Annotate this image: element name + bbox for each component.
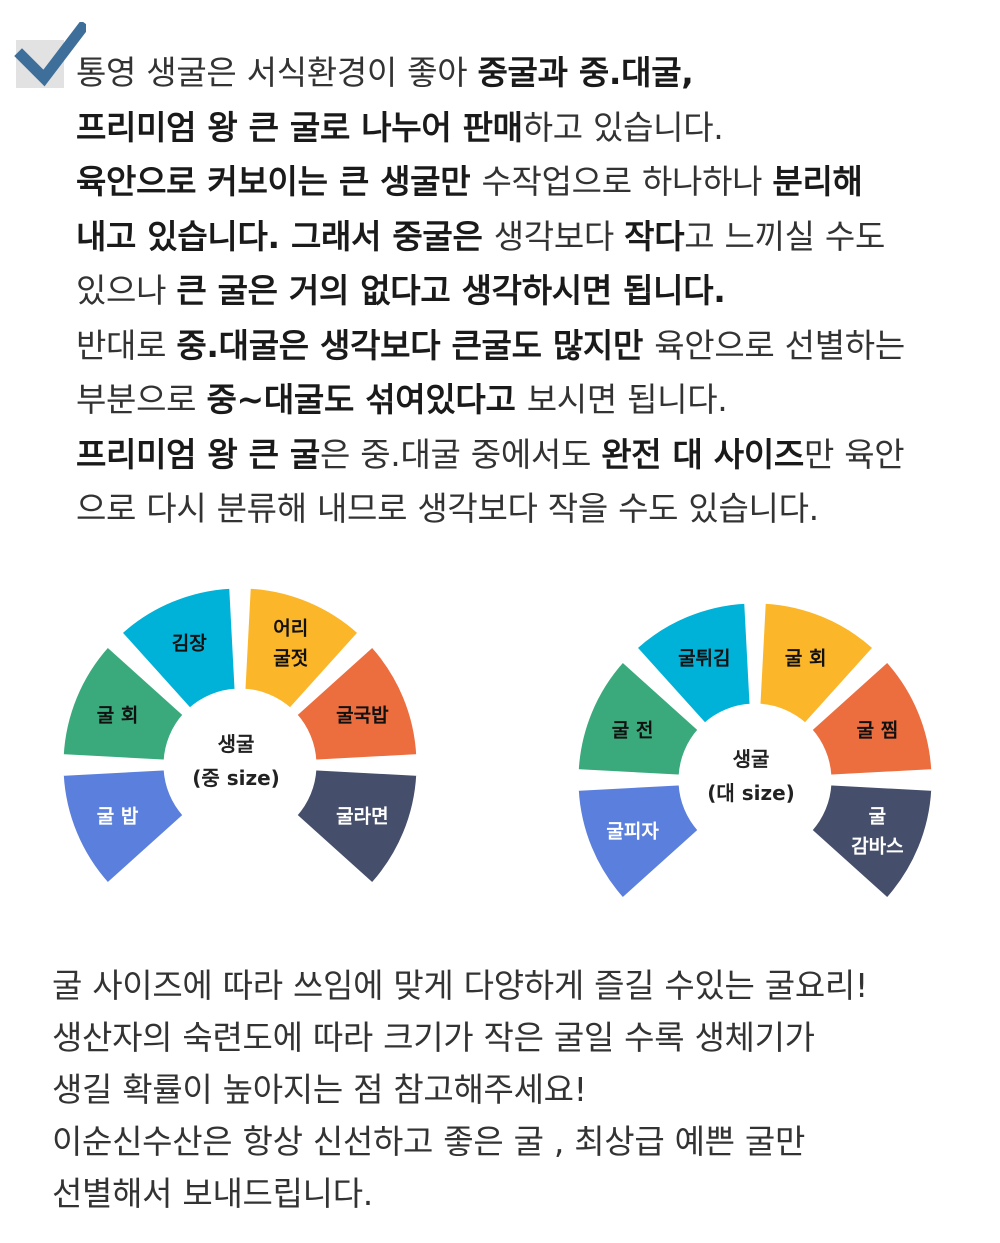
- dish-label: 굴라면: [336, 806, 388, 828]
- bold-text: 중~대굴도 섞여있다고: [206, 380, 527, 419]
- bold-text: 중.대굴은 생각보다 큰굴도 많지만: [176, 325, 655, 365]
- dish-label-line: 굴튀김: [678, 648, 730, 670]
- fan-center-label: 생굴 (중 size): [192, 732, 280, 790]
- text: 생각보다: [493, 216, 625, 256]
- dish-segment: [634, 600, 753, 726]
- dish-label-line: 굴 찜: [857, 719, 899, 741]
- text: 부분으로: [76, 380, 207, 419]
- dish-segment: [119, 585, 238, 711]
- text: 보시면 됩니다.: [526, 380, 728, 419]
- outro-line: 굴 사이즈에 따라 쓰임에 맞게 다양하게 즐길 수있는 굴요리!: [52, 966, 868, 1005]
- dish-label-line: 굴피자: [606, 821, 659, 843]
- bold-text: 프리미엄 왕 큰 굴로 나누어 판매: [76, 107, 523, 147]
- dish-label-line: 김장: [172, 633, 207, 655]
- fan-center-line: 생굴: [733, 747, 770, 771]
- dish-label-line: 굴 회: [785, 648, 827, 670]
- fan-center-line: (대 size): [707, 781, 795, 805]
- intro-line: 부분으로 중~대굴도 섞여있다고 보시면 됩니다.: [76, 373, 996, 428]
- dish-label-line: 굴 전: [612, 719, 654, 741]
- dish-label-line: 굴국밥: [336, 704, 389, 726]
- text: 육안으로 선별하는: [654, 325, 905, 365]
- outro-line: 생산자의 숙련도에 따라 크기가 작은 굴일 수록 생체기가: [52, 1018, 815, 1057]
- dish-label: 굴피자: [606, 821, 659, 843]
- dish-segment: [60, 644, 186, 763]
- dish-label-line: 굴젓: [273, 648, 308, 670]
- intro-line: 프리미엄 왕 큰 굴로 나누어 판매하고 있습니다.: [76, 101, 996, 156]
- outro-line: 이순신수산은 항상 신선하고 좋은 굴 , 최상급 예쁜 굴만: [52, 1122, 806, 1161]
- dish-label: 굴국밥: [336, 704, 389, 726]
- bold-text: 프리미엄 왕 큰 굴: [76, 434, 320, 474]
- dish-label-line: 감바스: [851, 836, 903, 858]
- dish-label-line: 굴: [869, 806, 886, 828]
- bold-text: 작다: [624, 216, 685, 256]
- fan-center-line: (중 size): [192, 766, 280, 790]
- text: 통영 생굴은 서식환경이 좋아: [76, 53, 478, 92]
- dish-label: 김장: [172, 633, 207, 655]
- intro-line: 통영 생굴은 서식환경이 좋아 중굴과 중.대굴,: [76, 46, 996, 101]
- intro-line: 육안으로 커보이는 큰 생굴만 수작업으로 하나하나 분리해: [76, 155, 996, 210]
- dish-segment: [60, 767, 186, 886]
- fan-center-line: 생굴: [218, 732, 255, 756]
- dish-segment: [809, 659, 935, 778]
- dish-segment: [575, 659, 701, 778]
- dish-segment: [809, 782, 935, 901]
- intro-line: 으로 다시 분류해 내므로 생각보다 작을 수도 있습니다.: [76, 482, 996, 537]
- bold-text: 내고 있습니다. 그래서 중굴은: [76, 216, 494, 256]
- text: 있으나: [76, 271, 177, 310]
- text: 반대로: [76, 325, 177, 365]
- intro-line: 내고 있습니다. 그래서 중굴은 생각보다 작다고 느끼실 수도: [76, 210, 996, 265]
- dish-label: 굴튀김: [678, 648, 730, 670]
- bold-text: 중굴과 중.대굴,: [477, 53, 694, 92]
- dish-label: 굴 전: [612, 719, 654, 741]
- dish-label-line: 어리: [273, 618, 308, 640]
- text: 은 중.대굴 중에서도: [320, 434, 602, 474]
- dish-segment: [575, 782, 701, 901]
- bold-text: 큰 굴은 거의 없다고 생각하시면 됩니다.: [176, 271, 726, 310]
- bold-text: 분리해: [772, 162, 863, 201]
- intro-line: 프리미엄 왕 큰 굴은 중.대굴 중에서도 완전 대 사이즈만 육안: [76, 428, 996, 483]
- dish-segment: [294, 644, 420, 763]
- dish-label-line: 굴라면: [336, 806, 388, 828]
- intro-paragraph: 통영 생굴은 서식환경이 좋아 중굴과 중.대굴, 프리미엄 왕 큰 굴로 나누어…: [76, 46, 996, 537]
- dish-label: 굴 회: [97, 704, 139, 726]
- dish-segment: [294, 767, 420, 886]
- outro-line: 선별해서 보내드립니다.: [52, 1174, 373, 1213]
- text: 수작업으로 하나하나: [481, 162, 773, 201]
- dish-label: 굴 찜: [857, 719, 899, 741]
- text: 하고 있습니다.: [522, 107, 724, 147]
- text: 고 느끼실 수도: [684, 216, 886, 256]
- intro-line: 있으나 큰 굴은 거의 없다고 생각하시면 됩니다.: [76, 264, 996, 319]
- dish-label-line: 굴 밥: [97, 806, 139, 828]
- dish-label: 굴 회: [785, 648, 827, 670]
- fan-center-label: 생굴 (대 size): [707, 747, 795, 805]
- checkbox-checked-icon: [14, 22, 86, 88]
- text: 으로 다시 분류해 내므로 생각보다 작을 수도 있습니다.: [76, 489, 819, 528]
- bold-text: 완전 대 사이즈: [601, 434, 804, 474]
- dish-label: 굴 밥: [97, 806, 139, 828]
- dish-segment: [757, 600, 876, 726]
- outro-paragraph: 굴 사이즈에 따라 쓰임에 맞게 다양하게 즐길 수있는 굴요리! 생산자의 숙…: [52, 960, 992, 1220]
- dish-segment: [242, 585, 361, 711]
- outro-line: 생길 확률이 높아지는 점 참고해주세요!: [52, 1070, 587, 1109]
- bold-text: 육안으로 커보이는 큰 생굴만: [76, 162, 482, 201]
- dish-label-line: 굴 회: [97, 704, 139, 726]
- intro-line: 반대로 중.대굴은 생각보다 큰굴도 많지만 육안으로 선별하는: [76, 319, 996, 374]
- text: 만 육안: [804, 434, 905, 474]
